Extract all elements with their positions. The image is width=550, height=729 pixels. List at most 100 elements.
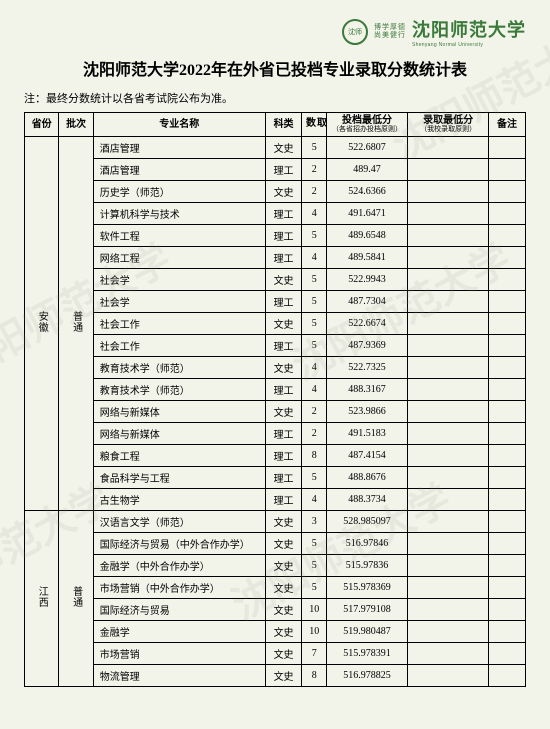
cell-major: 网络工程 (93, 246, 265, 268)
cell-score1: 515.97836 (327, 554, 408, 576)
header-logo: 沈师 博学厚德 尚美健行 沈阳师范大学 Shenyang Normal Univ… (24, 16, 526, 48)
cell-score2 (408, 444, 489, 466)
table-row: 社会学文史5522.9943 (25, 268, 526, 290)
cell-major: 社会学 (93, 268, 265, 290)
cell-score2 (408, 312, 489, 334)
cell-score2 (408, 158, 489, 180)
table-row: 市场营销（中外合作办学）文史5515.978369 (25, 576, 526, 598)
cell-score1: 522.6674 (327, 312, 408, 334)
table-row: 食品科学与工程理工5488.8676 (25, 466, 526, 488)
cell-count: 10 (302, 598, 327, 620)
cell-province: 江西 (25, 510, 59, 686)
cell-category: 文史 (265, 532, 302, 554)
cell-score1: 489.47 (327, 158, 408, 180)
cell-score1: 491.6471 (327, 202, 408, 224)
cell-category: 文史 (265, 356, 302, 378)
cell-remark (489, 422, 526, 444)
cell-score2 (408, 466, 489, 488)
cell-remark (489, 532, 526, 554)
cell-major: 网络与新媒体 (93, 400, 265, 422)
cell-score2 (408, 136, 489, 158)
logo-name-en: Shenyang Normal University (412, 42, 483, 48)
cell-score1: 524.6366 (327, 180, 408, 202)
table-row: 网络与新媒体文史2523.9866 (25, 400, 526, 422)
cell-remark (489, 378, 526, 400)
cell-category: 理工 (265, 334, 302, 356)
cell-category: 文史 (265, 400, 302, 422)
table-row: 安徽普通酒店管理文史5522.6807 (25, 136, 526, 158)
cell-category: 理工 (265, 422, 302, 444)
cell-count: 5 (302, 554, 327, 576)
cell-category: 理工 (265, 202, 302, 224)
cell-remark (489, 400, 526, 422)
cell-remark (489, 158, 526, 180)
cell-category: 理工 (265, 378, 302, 400)
logo-name: 沈阳师范大学 Shenyang Normal University (412, 16, 526, 48)
logo-badge-icon: 沈师 (342, 19, 368, 45)
cell-batch: 普通 (59, 510, 93, 686)
th-min1: 投档最低分 （各省招办投档原则） (327, 113, 408, 137)
cell-count: 2 (302, 180, 327, 202)
table-row: 粮食工程理工8487.4154 (25, 444, 526, 466)
cell-count: 10 (302, 620, 327, 642)
th-min1-sub: （各省招办投档原则） (328, 126, 406, 134)
cell-category: 理工 (265, 466, 302, 488)
cell-score2 (408, 202, 489, 224)
th-min2: 录取最低分 （我校录取原则） (408, 113, 489, 137)
cell-remark (489, 268, 526, 290)
cell-batch: 普通 (59, 136, 93, 510)
cell-count: 4 (302, 378, 327, 400)
cell-major: 社会学 (93, 290, 265, 312)
cell-count: 2 (302, 422, 327, 444)
cell-score2 (408, 334, 489, 356)
th-category: 科类 (265, 113, 302, 137)
cell-score1: 528.985097 (327, 510, 408, 532)
cell-major: 社会工作 (93, 312, 265, 334)
table-row: 软件工程理工5489.6548 (25, 224, 526, 246)
cell-score1: 522.9943 (327, 268, 408, 290)
table-row: 社会学理工5487.7304 (25, 290, 526, 312)
cell-count: 4 (302, 488, 327, 510)
cell-score1: 487.4154 (327, 444, 408, 466)
table-row: 市场营销文史7515.978391 (25, 642, 526, 664)
cell-score2 (408, 290, 489, 312)
cell-remark (489, 510, 526, 532)
cell-count: 7 (302, 642, 327, 664)
cell-category: 文史 (265, 268, 302, 290)
th-batch: 批次 (59, 113, 93, 137)
cell-score1: 488.8676 (327, 466, 408, 488)
cell-category: 理工 (265, 224, 302, 246)
cell-major: 物流管理 (93, 664, 265, 686)
cell-remark (489, 312, 526, 334)
cell-remark (489, 598, 526, 620)
cell-score1: 491.5183 (327, 422, 408, 444)
table-row: 教育技术学（师范）理工4488.3167 (25, 378, 526, 400)
cell-category: 理工 (265, 444, 302, 466)
cell-score1: 515.978391 (327, 642, 408, 664)
cell-score1: 488.3167 (327, 378, 408, 400)
cell-score2 (408, 532, 489, 554)
cell-category: 理工 (265, 246, 302, 268)
cell-major: 酒店管理 (93, 136, 265, 158)
cell-score2 (408, 642, 489, 664)
cell-major: 汉语言文学（师范） (93, 510, 265, 532)
th-major: 专业名称 (93, 113, 265, 137)
cell-count: 5 (302, 268, 327, 290)
cell-major: 国际经济与贸易（中外合作办学） (93, 532, 265, 554)
cell-score1: 515.978369 (327, 576, 408, 598)
th-min2-sub: （我校录取原则） (409, 126, 487, 134)
table-row: 计算机科学与技术理工4491.6471 (25, 202, 526, 224)
cell-score1: 522.7325 (327, 356, 408, 378)
cell-remark (489, 488, 526, 510)
cell-remark (489, 466, 526, 488)
cell-score2 (408, 246, 489, 268)
cell-remark (489, 202, 526, 224)
cell-remark (489, 356, 526, 378)
page-container: 沈师 博学厚德 尚美健行 沈阳师范大学 Shenyang Normal Univ… (0, 0, 550, 687)
logo-motto: 博学厚德 尚美健行 (374, 24, 406, 41)
cell-score1: 516.97846 (327, 532, 408, 554)
cell-count: 8 (302, 664, 327, 686)
cell-major: 教育技术学（师范） (93, 378, 265, 400)
table-row: 金融学（中外合作办学）文史5515.97836 (25, 554, 526, 576)
cell-remark (489, 642, 526, 664)
